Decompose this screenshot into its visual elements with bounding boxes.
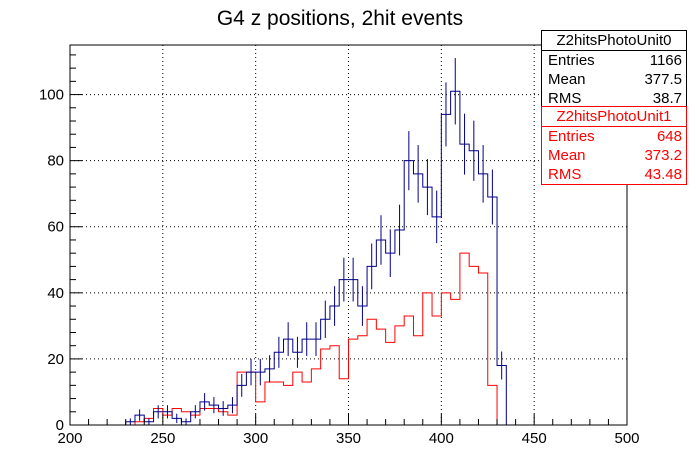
x-tick-label: 450 bbox=[522, 430, 547, 447]
axis-layer: 200 250 300 350 400 450 500 0 20 40 60 80 100 bbox=[39, 44, 640, 447]
stats-row-rms: RMS 38.7 bbox=[548, 90, 682, 107]
x-tick-label: 350 bbox=[336, 430, 361, 447]
y-tick-label: 40 bbox=[47, 285, 64, 302]
stats-row-entries: Entries 648 bbox=[548, 128, 682, 145]
stats-box-unit1: Z2hitsPhotoUnit1 Entries 648 Mean 373.2 RM… bbox=[541, 106, 687, 185]
x-tick-label: 500 bbox=[614, 430, 639, 447]
y-tick-label: 60 bbox=[47, 219, 64, 236]
chart-title: G4 z positions, 2hit events bbox=[217, 7, 463, 30]
x-tick-label: 200 bbox=[57, 430, 82, 447]
y-tick-label: 80 bbox=[47, 153, 64, 170]
stats-row-rms: RMS 43.48 bbox=[548, 166, 682, 183]
stats-title: Z2hitsPhotoUnit0 bbox=[542, 31, 686, 51]
series-layer bbox=[70, 58, 627, 426]
x-tick-label: 400 bbox=[429, 430, 454, 447]
series-Z2hitsPhotoUnit1-histogram bbox=[70, 252, 627, 426]
y-tick-label: 100 bbox=[39, 87, 64, 104]
stats-row-mean: Mean 377.5 bbox=[548, 71, 682, 88]
y-tick-label: 20 bbox=[47, 351, 64, 368]
x-tick-label: 250 bbox=[150, 430, 175, 447]
stats-title: Z2hitsPhotoUnit1 bbox=[542, 107, 686, 127]
stats-row-entries: Entries 1166 bbox=[548, 52, 682, 69]
stats-box-unit0: Z2hitsPhotoUnit0 Entries 1166 Mean 377.5 R… bbox=[541, 30, 687, 109]
stats-row-mean: Mean 373.2 bbox=[548, 147, 682, 164]
x-tick-label: 300 bbox=[243, 430, 268, 447]
y-tick-label: 0 bbox=[56, 417, 64, 434]
